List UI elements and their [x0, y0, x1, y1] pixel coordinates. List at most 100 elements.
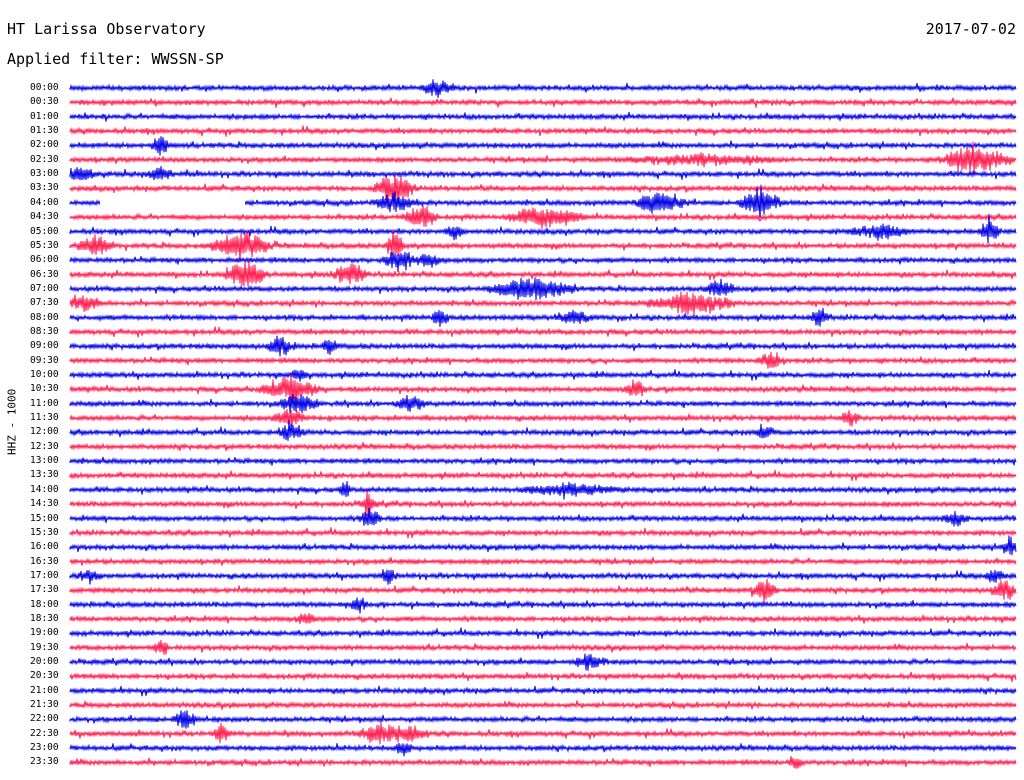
seismic-trace — [69, 627, 1017, 639]
seismic-trace — [69, 569, 1017, 585]
seismic-trace — [69, 441, 1017, 452]
seismic-trace — [69, 613, 1017, 625]
time-label: 09:30 — [30, 354, 59, 366]
seismic-trace — [69, 204, 1017, 229]
time-label: 07:00 — [30, 282, 59, 294]
time-label: 06:00 — [30, 254, 59, 266]
seismic-trace — [69, 230, 1017, 263]
time-label: 05:00 — [30, 225, 59, 237]
seismic-trace — [69, 374, 1017, 404]
seismic-trace — [69, 166, 1017, 181]
time-label: 15:30 — [30, 526, 59, 538]
time-label: 16:30 — [30, 555, 59, 567]
time-label: 15:00 — [30, 512, 59, 524]
time-label: 03:00 — [30, 168, 59, 180]
time-label: 20:00 — [30, 656, 59, 667]
time-label: 09:00 — [30, 340, 59, 352]
time-label: 08:00 — [30, 311, 59, 323]
time-label: 10:00 — [30, 369, 59, 380]
seismic-trace — [69, 507, 1017, 527]
seismic-trace — [69, 173, 1017, 206]
seismic-trace — [69, 527, 1017, 539]
seismic-trace — [69, 393, 1017, 414]
time-label: 14:30 — [30, 498, 59, 510]
time-label: 12:00 — [30, 426, 59, 438]
time-label: 22:00 — [30, 713, 59, 725]
seismic-trace — [69, 351, 1017, 369]
time-label: 13:30 — [30, 469, 59, 481]
seismic-trace — [69, 556, 1017, 567]
seismic-trace — [69, 578, 1017, 603]
time-label: 01:30 — [30, 125, 59, 137]
time-label: 04:00 — [30, 196, 59, 208]
seismic-trace — [69, 490, 1017, 516]
seismic-trace — [69, 111, 1017, 122]
seismic-trace — [69, 535, 1017, 556]
seismic-trace — [69, 335, 1017, 357]
time-label: 12:30 — [30, 440, 59, 452]
seismic-trace — [69, 685, 1017, 697]
seismic-trace — [69, 481, 1017, 500]
seismic-trace — [69, 597, 1017, 614]
seismic-trace — [69, 136, 1017, 156]
seismic-trace — [69, 409, 1017, 427]
time-label: 11:00 — [30, 397, 59, 409]
seismic-trace — [69, 291, 1017, 316]
seismic-trace — [69, 456, 1017, 466]
time-label: 01:00 — [30, 110, 59, 122]
seismic-trace — [69, 742, 1017, 757]
time-label: 07:30 — [30, 297, 59, 309]
seismic-trace — [69, 97, 1017, 108]
time-label: 23:00 — [30, 742, 59, 754]
time-label: 05:30 — [30, 239, 59, 251]
seismic-trace — [69, 369, 1017, 382]
seismic-trace — [69, 639, 1017, 655]
seismic-trace — [69, 469, 1017, 481]
date-label: 2017-07-02 — [925, 20, 1016, 38]
station-title: HT Larissa Observatory — [7, 20, 206, 38]
time-label: 23:30 — [30, 756, 59, 768]
time-label: 18:00 — [30, 598, 59, 610]
time-label: 04:30 — [30, 211, 59, 223]
seismic-trace — [69, 79, 1017, 98]
seismic-trace — [69, 326, 1017, 338]
seismic-trace — [69, 260, 1017, 287]
seismic-trace — [69, 420, 1017, 441]
time-label: 17:30 — [30, 584, 59, 596]
seismic-trace — [69, 671, 1017, 683]
time-label: 08:30 — [30, 325, 59, 337]
data-gap — [100, 197, 245, 207]
time-label: 10:30 — [30, 383, 59, 395]
time-label: 14:00 — [30, 483, 59, 495]
seismic-trace — [69, 755, 1017, 769]
time-label: 20:30 — [30, 670, 59, 682]
seismic-trace — [69, 214, 1017, 244]
time-label: 19:30 — [30, 641, 59, 653]
seismic-trace — [69, 125, 1017, 137]
time-label: 00:30 — [30, 96, 59, 108]
filter-label: Applied filter: WWSSN-SP — [7, 50, 224, 68]
time-label: 02:00 — [30, 139, 59, 151]
seismic-trace — [69, 653, 1017, 671]
time-label: 17:00 — [30, 569, 59, 581]
seismic-trace — [69, 700, 1017, 710]
time-axis: 00:00 00:30 01:00 01:30 02:00 02:30 03:00 03:30… — [0, 0, 68, 780]
time-label: 22:30 — [30, 727, 59, 739]
seismic-trace — [69, 277, 1017, 301]
time-label: 02:30 — [30, 153, 59, 165]
seismic-trace — [69, 251, 1017, 272]
seismic-trace — [69, 307, 1017, 327]
seismic-trace — [69, 141, 1017, 174]
time-label: 21:30 — [30, 699, 59, 711]
time-label: 19:00 — [30, 627, 59, 639]
time-label: 00:00 — [30, 82, 59, 93]
time-label: 21:00 — [30, 684, 59, 696]
time-label: 03:30 — [30, 182, 59, 194]
time-label: 16:00 — [30, 541, 59, 553]
time-label: 11:30 — [30, 412, 59, 424]
seismic-trace — [69, 710, 1017, 729]
time-label: 13:00 — [30, 455, 59, 467]
seismic-trace — [69, 722, 1017, 745]
time-label: 18:30 — [30, 612, 59, 624]
